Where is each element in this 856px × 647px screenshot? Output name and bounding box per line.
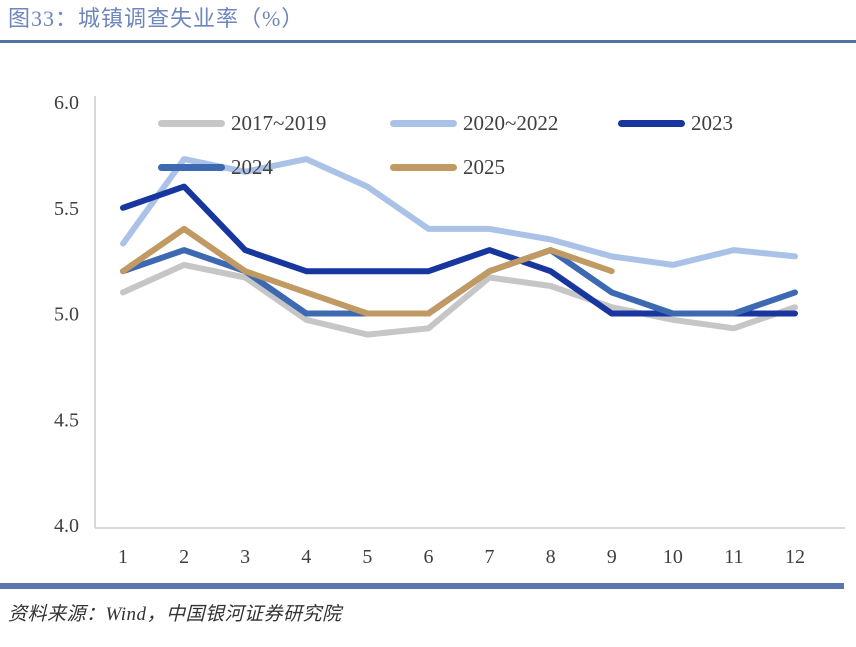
chart-area: 6.0 5.5 5.0 4.5 4.0 1 2 3 4 5 6 7 8 9 10 11 12 2017~2019… [0, 44, 856, 580]
svg-text:1: 1 [118, 546, 128, 568]
legend-item-2025: 2025 [390, 154, 505, 180]
legend-label-2023: 2023 [691, 110, 733, 135]
svg-text:3: 3 [240, 546, 250, 568]
svg-text:4: 4 [301, 546, 311, 568]
legend-swatch-2017-2019 [158, 119, 225, 127]
line-plot: 6.05.55.04.54.01 2 3 4 5 6 7 8 9 10 11 12 [54, 92, 845, 568]
svg-text:9: 9 [607, 546, 617, 568]
legend-label-2025: 2025 [463, 154, 505, 179]
legend-label-2017-2019: 2017~2019 [231, 110, 327, 135]
svg-text:12: 12 [785, 546, 805, 568]
legend-item-2020-2022: 2020~2022 [390, 110, 558, 136]
legend-label-2024: 2024 [231, 154, 273, 179]
legend-swatch-2025 [390, 163, 457, 171]
svg-text:4.5: 4.5 [54, 409, 79, 431]
svg-text:6.0: 6.0 [54, 92, 79, 114]
svg-text:5: 5 [362, 546, 372, 568]
legend-swatch-2024 [158, 163, 225, 171]
figure-title: 图33：城镇调查失业率（%） [8, 6, 305, 31]
legend-item-2024: 2024 [158, 154, 273, 180]
svg-text:5.0: 5.0 [54, 304, 79, 326]
legend-item-2023: 2023 [618, 110, 733, 136]
svg-text:4.0: 4.0 [54, 515, 79, 537]
svg-text:6: 6 [423, 546, 433, 568]
chart-legend: 2017~2019 2020~2022 2023 2024 2025 [0, 44, 856, 184]
legend-label-2020-2022: 2020~2022 [463, 110, 559, 135]
legend-item-2017-2019: 2017~2019 [158, 110, 326, 136]
svg-text:8: 8 [546, 546, 556, 568]
svg-text:11: 11 [724, 546, 743, 568]
title-divider [0, 40, 856, 43]
svg-text:5.5: 5.5 [54, 198, 79, 220]
svg-text:2: 2 [179, 546, 189, 568]
svg-text:10: 10 [663, 546, 683, 568]
bottom-divider [0, 583, 844, 589]
legend-swatch-2020-2022 [390, 119, 457, 127]
svg-text:7: 7 [485, 546, 495, 568]
source-note: 资料来源：Wind，中国银河证券研究院 [8, 604, 342, 625]
legend-swatch-2023 [618, 119, 685, 127]
